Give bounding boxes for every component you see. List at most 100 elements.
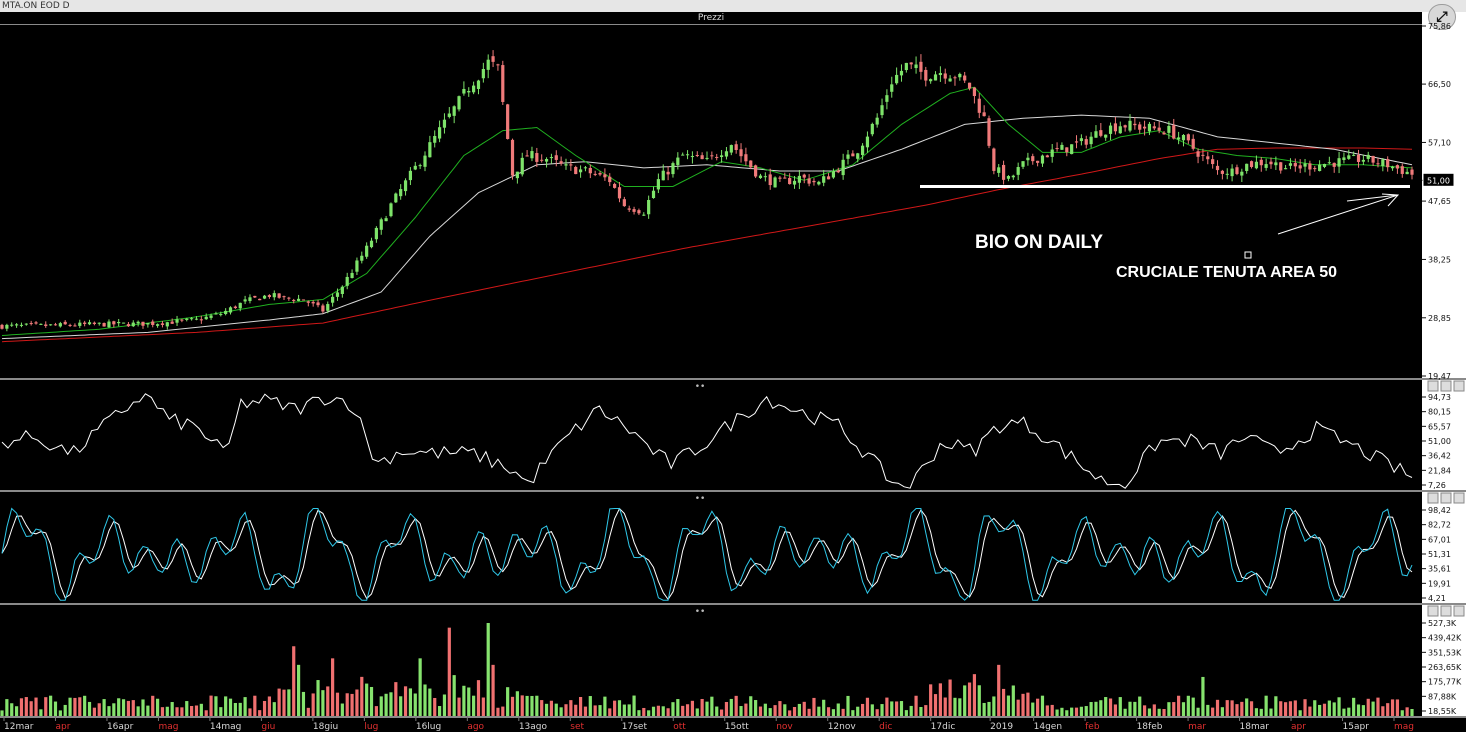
volume-bar — [739, 706, 743, 716]
candle-body — [413, 165, 417, 170]
volume-bar — [797, 703, 801, 716]
candle-body — [899, 70, 904, 76]
volume-bar — [175, 707, 179, 716]
price-tick-label: 28,85 — [1428, 314, 1451, 323]
candle-body — [1016, 167, 1020, 175]
candle-body — [326, 304, 330, 311]
candle-body — [860, 145, 865, 156]
volume-bar — [340, 703, 344, 716]
candle-body — [374, 227, 378, 240]
panel-separator — [0, 716, 1466, 718]
volume-bar — [199, 703, 203, 716]
volume-bar — [1269, 708, 1273, 716]
volume-bar — [1322, 703, 1327, 716]
x-tick-label: feb — [1085, 722, 1100, 732]
volume-bar — [228, 698, 233, 716]
volume-bar — [773, 705, 777, 716]
volume-bar — [1074, 707, 1079, 716]
volume-bar — [437, 706, 442, 716]
volume-bar — [851, 710, 855, 716]
candle-body — [447, 113, 451, 117]
candle-body — [87, 322, 92, 325]
x-tick-label: 12nov — [828, 722, 857, 732]
volume-bar — [885, 697, 889, 716]
candle-body — [170, 321, 174, 324]
stochastic-tick-label: 67,01 — [1428, 535, 1451, 544]
volume-bar — [1376, 697, 1380, 716]
candle-body — [831, 171, 836, 178]
volume-bar — [768, 708, 772, 716]
volume-bar — [335, 692, 340, 716]
candle-body — [209, 315, 213, 318]
volume-bar — [997, 664, 1001, 716]
volume-bar — [870, 704, 874, 716]
volume-bar — [1191, 697, 1195, 716]
candle-body — [53, 324, 58, 326]
volume-bar — [5, 699, 9, 716]
stoch-d-line — [1, 507, 1413, 601]
candle-body — [705, 157, 709, 159]
volume-bar — [369, 686, 374, 716]
volume-bar — [355, 689, 359, 716]
volume-bar — [1177, 695, 1181, 716]
volume-bar — [433, 697, 437, 716]
candle-body — [476, 80, 481, 89]
candle-body — [1142, 126, 1147, 129]
candle-body — [744, 154, 748, 162]
window-title: MTA.ON EOD D — [2, 1, 70, 11]
volume-bar — [1249, 701, 1254, 716]
candle-body — [141, 321, 145, 326]
volume-bar — [107, 706, 111, 716]
candle-body — [1157, 127, 1161, 131]
volume-bar — [1400, 710, 1404, 716]
volume-bar — [1245, 698, 1249, 716]
candle-body — [1206, 156, 1210, 160]
candle-body — [1055, 148, 1059, 150]
candle-body — [185, 318, 189, 320]
maximize-icon[interactable]: ⤢ — [1428, 4, 1456, 30]
volume-bar — [1206, 704, 1210, 716]
volume-bar — [1230, 700, 1234, 716]
volume-bar — [812, 697, 816, 716]
volume-bar — [992, 696, 996, 716]
minimize-icon — [1427, 605, 1439, 617]
candle-body — [136, 321, 140, 324]
volume-bar — [899, 701, 904, 716]
candle-body — [768, 174, 772, 186]
candle-body — [583, 167, 588, 169]
volume-bar — [1128, 701, 1132, 716]
volume-bar — [316, 680, 320, 716]
oscillator-tick-label: 94,73 — [1428, 393, 1451, 402]
candle-body — [724, 151, 729, 157]
volume-bar — [948, 679, 952, 716]
candle-body — [734, 144, 738, 150]
volume-bar — [860, 703, 865, 716]
volume-tick-label: 351,53K — [1428, 648, 1462, 657]
x-tick-label: 17set — [622, 722, 648, 732]
volume-bar — [622, 704, 626, 716]
volume-tick-label: 18,55K — [1428, 707, 1457, 716]
candle-body — [1133, 123, 1137, 126]
candle-body — [1410, 169, 1414, 175]
candle-body — [1240, 171, 1244, 176]
candle-body — [160, 323, 165, 325]
volume-bar — [296, 664, 301, 716]
candle-body — [1225, 173, 1229, 175]
candle-body — [841, 159, 845, 176]
candle-body — [496, 64, 500, 66]
candle-body — [1352, 154, 1356, 156]
volume-bar — [389, 692, 393, 716]
volume-bar — [311, 693, 315, 716]
candle-body — [282, 296, 286, 298]
volume-bar — [695, 708, 699, 716]
candle-body — [10, 324, 14, 326]
volume-bar — [253, 695, 257, 716]
candle-body — [1259, 159, 1263, 166]
candle-body — [1245, 163, 1249, 171]
volume-bar — [1371, 701, 1375, 716]
candle-body — [948, 78, 952, 82]
volume-bar — [1332, 702, 1336, 716]
volume-panel — [0, 623, 1414, 716]
candle-body — [107, 321, 111, 328]
candle-body — [1172, 125, 1176, 139]
